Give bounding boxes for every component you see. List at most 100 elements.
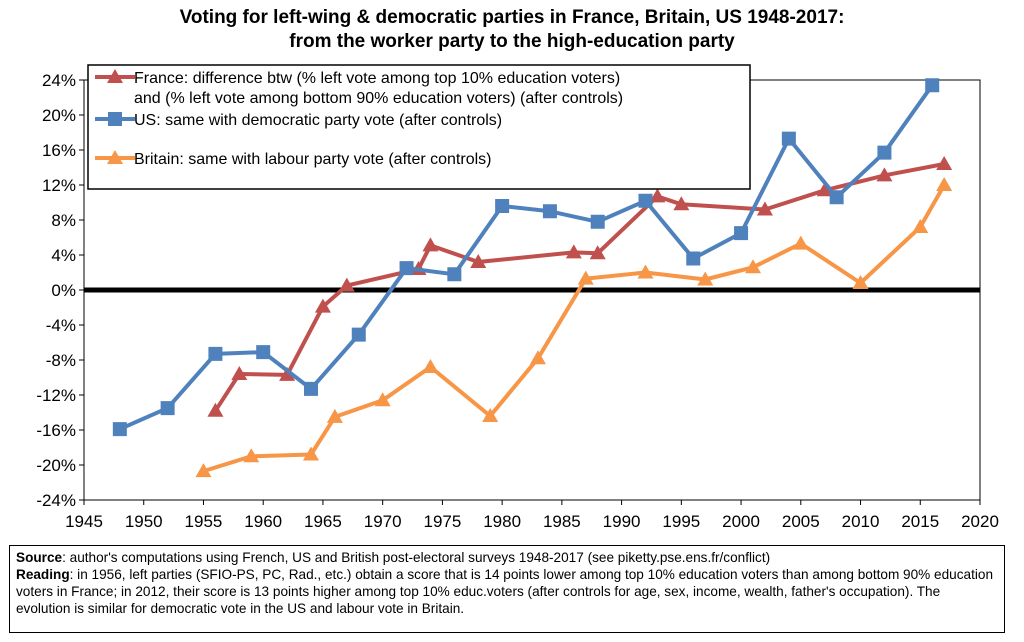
data-point-us [829,190,844,205]
x-tick-label: 1950 [125,512,163,531]
x-tick-label: 1955 [185,512,223,531]
data-point-us [256,345,271,360]
legend-marker-us [108,112,122,126]
data-point-france [338,277,355,292]
y-tick-label: 4% [51,246,76,265]
x-tick-label: 2010 [842,512,880,531]
data-point-france [470,254,487,268]
data-point-us [686,251,701,266]
y-tick-label: 12% [42,176,76,195]
data-point-france [876,167,893,182]
source-text: : author's computations using French, US… [62,550,771,565]
data-point-britain [637,264,654,279]
y-tick-label: 16% [42,141,76,160]
data-point-france [565,244,582,259]
series-layer [112,78,953,478]
data-point-france [649,188,666,203]
legend-label-us: US: same with democratic party vote (aft… [134,112,502,129]
data-point-britain [577,270,594,285]
legend-label-france-line2: and (% left vote among bottom 90% educat… [134,90,623,107]
y-tick-label: -24% [36,491,76,510]
reading-text: : in 1956, left parties (SFIO-PS, PC, Ra… [16,567,993,616]
y-tick-label: 8% [51,211,76,230]
x-tick-label: 2000 [722,512,760,531]
data-point-france [422,237,439,252]
data-point-us [542,204,557,219]
series-line-britain [202,184,946,474]
y-tick-label: -8% [46,351,76,370]
y-tick-label: -4% [46,316,76,335]
data-point-britain [195,463,212,478]
data-point-us [495,199,510,213]
data-point-france [207,402,224,417]
legend-marker-britain [107,150,123,164]
chart-title-line2: from the worker party to the high-educat… [289,31,735,52]
data-point-britain [326,408,343,423]
data-point-us [877,145,892,160]
data-point-us [590,214,605,229]
source-note: Source: author's computations using Fren… [9,545,1005,633]
data-point-france [673,196,690,211]
series-line-france [213,162,945,412]
data-point-us [160,401,175,416]
chart-title-line1: Voting for left-wing & democratic partie… [179,7,845,28]
data-point-britain [482,408,499,422]
data-point-france [314,298,331,313]
data-point-us [112,422,127,437]
legend-marker-france [107,69,123,83]
data-point-britain [422,359,439,373]
data-point-britain [745,259,762,274]
data-point-us [208,346,223,361]
data-point-france [589,245,606,260]
line-chart: -24% -20% -16% -12% -8% -4% 0% 4% 8% 12% 16% 20% 24%… [36,64,999,531]
x-tick-label: 2005 [782,512,820,531]
data-point-france [279,366,296,381]
chart-title: Voting for left-wing & democratic partie… [0,6,1024,54]
x-tick-label: 1995 [662,512,700,531]
legend: France: difference btw (% left vote amon… [87,64,751,190]
data-point-britain [792,235,809,250]
data-point-us [447,267,462,282]
data-point-britain [243,448,260,463]
data-point-us [399,261,414,276]
y-tick-label: 0% [51,281,76,300]
x-tick-label: 1990 [603,512,641,531]
data-point-us [638,193,653,208]
data-point-france [936,156,953,170]
source-label: Source [16,550,63,565]
x-tick-label: 1980 [483,512,521,531]
data-point-britain [912,219,929,233]
x-tick-label: 1975 [423,512,461,531]
x-tick-label: 2015 [901,512,939,531]
y-tick-label: -16% [36,421,76,440]
data-point-britain [697,271,714,286]
data-point-us [734,226,749,241]
series-france [207,156,953,417]
x-axis: 1945 1950 1955 1960 1965 1970 1975 1980 1985 1990… [65,500,999,531]
series-us [112,78,940,437]
data-point-britain [374,392,391,407]
x-tick-label: 1970 [364,512,402,531]
x-tick-label: 1985 [543,512,581,531]
data-point-france [756,201,773,216]
y-tick-label: 24% [42,71,76,90]
data-point-britain [852,275,869,289]
legend-label-france: France: difference btw (% left vote amon… [134,70,620,87]
series-line-us [118,84,934,431]
x-tick-label: 1960 [244,512,282,531]
y-tick-label: 20% [42,106,76,125]
y-tick-label: -12% [36,386,76,405]
series-britain [195,177,953,478]
y-tick-label: -20% [36,456,76,475]
y-axis: -24% -20% -16% -12% -8% -4% 0% 4% 8% 12% 16% 20% 24% [36,71,84,510]
data-point-france [231,366,248,380]
data-point-britain [936,177,953,191]
data-point-us [303,381,318,396]
legend-label-britain: Britain: same with labour party vote (af… [134,151,491,168]
reading-label: Reading [16,567,70,582]
data-point-britain [302,446,319,461]
data-point-us [781,131,796,146]
x-tick-label: 1945 [65,512,103,531]
data-point-france [816,182,833,197]
legend-box [87,64,751,190]
